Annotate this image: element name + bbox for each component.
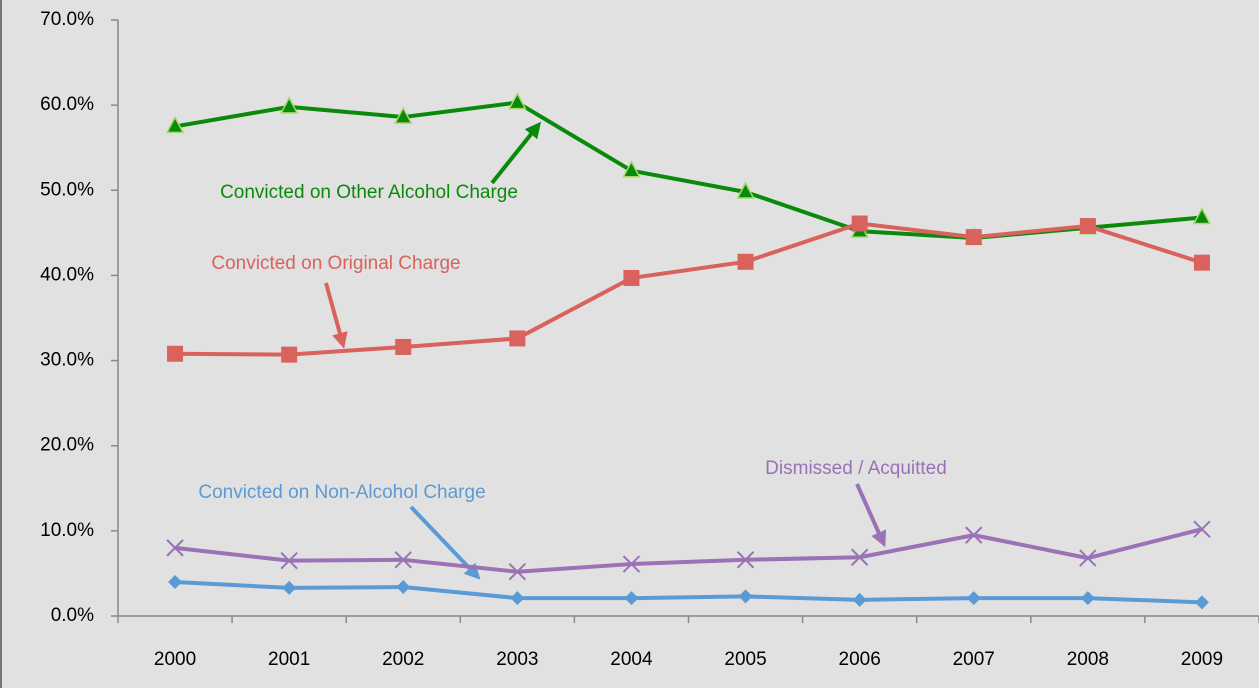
marker (622, 555, 641, 573)
x-tick-label: 2007 (953, 649, 995, 670)
marker (736, 181, 755, 199)
marker (966, 591, 981, 606)
marker (509, 330, 526, 347)
x-tick-label: 2009 (1181, 649, 1223, 670)
marker (965, 229, 982, 246)
marker (1193, 254, 1210, 271)
marker (280, 551, 298, 570)
x-tick-label: 2002 (382, 649, 424, 670)
marker (1079, 218, 1096, 235)
x-tick-label: 2001 (268, 649, 310, 670)
marker (167, 345, 184, 362)
marker (852, 592, 867, 607)
marker (624, 591, 639, 606)
annotation-arrow (409, 505, 481, 580)
marker (396, 580, 411, 595)
marker (281, 346, 298, 363)
marker (395, 338, 412, 355)
series-line (175, 221, 1203, 357)
marker (1194, 595, 1209, 610)
marker (736, 551, 755, 569)
marker (510, 591, 525, 606)
series-label: Convicted on Original Charge (211, 253, 460, 274)
x-tick-label: 2006 (839, 649, 881, 670)
annotation-arrow (855, 483, 887, 548)
y-tick-label: 20.0% (40, 435, 94, 456)
annotation-arrow (490, 121, 541, 185)
series-line (174, 579, 1203, 605)
y-tick-label: 0.0% (51, 605, 94, 626)
marker (1193, 520, 1211, 538)
y-tick-label: 10.0% (40, 520, 94, 541)
marker (851, 215, 868, 232)
marker (737, 253, 754, 270)
annotation-arrow (324, 282, 348, 349)
y-tick-label: 30.0% (40, 350, 94, 371)
x-tick-label: 2008 (1067, 649, 1109, 670)
marker (1080, 591, 1095, 606)
y-tick-label: 40.0% (40, 264, 94, 285)
y-tick-label: 50.0% (40, 179, 94, 200)
series-label: Dismissed / Acquitted (765, 458, 947, 479)
series-label: Convicted on Other Alcohol Charge (220, 182, 518, 203)
marker (279, 96, 299, 114)
marker (508, 91, 527, 110)
x-tick-label: 2005 (724, 649, 766, 670)
marker (1192, 206, 1212, 225)
marker (850, 548, 869, 566)
series-line (174, 527, 1203, 574)
x-tick-label: 2004 (610, 649, 653, 670)
marker (623, 269, 640, 286)
marker (622, 160, 641, 178)
marker (965, 526, 983, 544)
marker (168, 574, 183, 589)
marker (394, 106, 413, 124)
x-tick-label: 2000 (154, 649, 196, 670)
marker (165, 115, 185, 134)
marker (166, 539, 184, 557)
series-label: Convicted on Non-Alcohol Charge (198, 482, 485, 503)
y-tick-label: 70.0% (40, 9, 94, 30)
marker (508, 563, 527, 581)
y-tick-label: 60.0% (40, 94, 94, 115)
marker (282, 580, 297, 595)
marker (394, 551, 412, 569)
marker (738, 589, 753, 604)
series-line (174, 100, 1203, 240)
marker (1079, 549, 1097, 567)
x-tick-label: 2003 (496, 649, 538, 670)
